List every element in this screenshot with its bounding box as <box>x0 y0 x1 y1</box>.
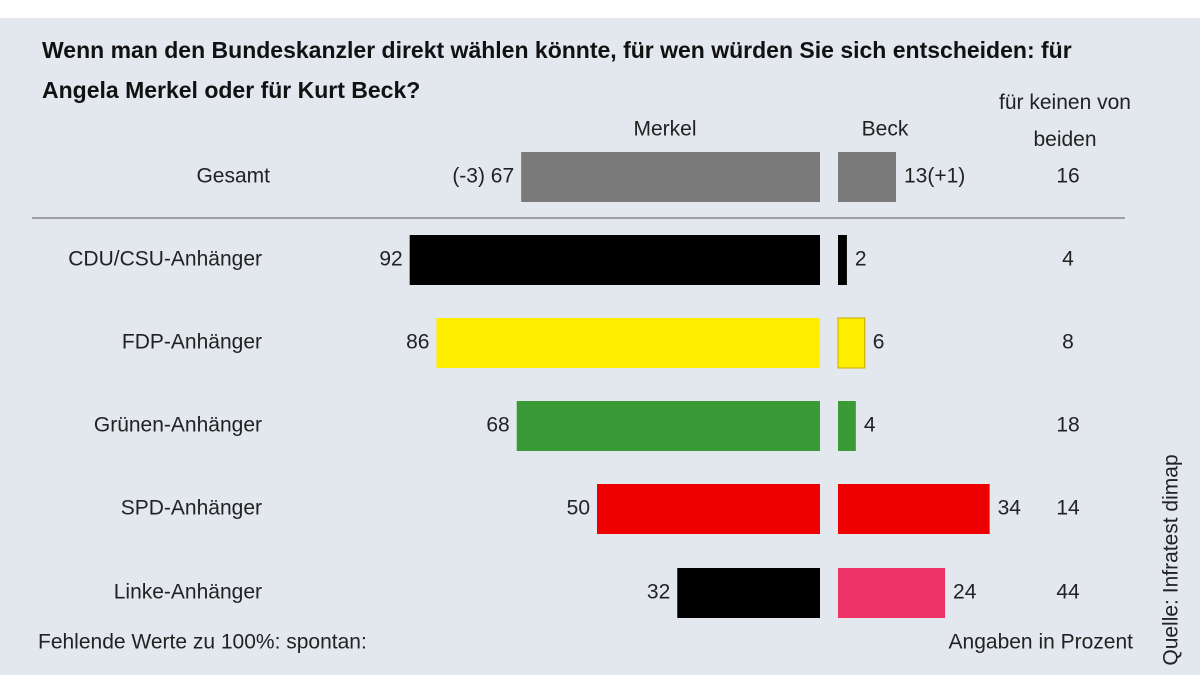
value-label: 4 <box>1062 248 1074 271</box>
value-label: 50 <box>567 497 590 520</box>
category-label: Grünen-Anhänger <box>94 414 262 437</box>
top-strip <box>0 0 1200 18</box>
bar <box>436 318 820 368</box>
value-label: 68 <box>486 414 509 437</box>
bar <box>837 317 866 369</box>
bar <box>838 484 990 534</box>
value-label: 92 <box>379 248 402 271</box>
value-label: 13(+1) <box>904 165 965 188</box>
series-header: Merkel <box>633 118 696 141</box>
bar <box>516 401 820 451</box>
value-label: 86 <box>406 331 429 354</box>
value-label: 8 <box>1062 331 1074 354</box>
bar <box>409 235 820 285</box>
value-label: 4 <box>864 414 876 437</box>
value-label: 24 <box>953 581 977 604</box>
value-label: 16 <box>1056 165 1079 188</box>
value-label: 34 <box>998 497 1022 520</box>
value-label: 2 <box>855 248 867 271</box>
bar <box>677 568 820 618</box>
value-label: 6 <box>873 331 885 354</box>
category-label: FDP-Anhänger <box>122 331 262 354</box>
series-header: für keinen von beiden <box>999 91 1131 151</box>
bar <box>521 152 820 202</box>
value-label: 32 <box>647 581 670 604</box>
source: Quelle: Infratest dimap <box>1160 454 1183 665</box>
value-label: (-3) 67 <box>452 165 514 188</box>
category-label: SPD-Anhänger <box>121 497 262 520</box>
value-label: 14 <box>1056 497 1080 520</box>
value-label: 44 <box>1056 581 1080 604</box>
chart-title: Wenn man den Bundeskanzler direkt wählen… <box>42 37 1072 103</box>
note: Angaben in Prozent <box>949 631 1134 654</box>
value-label: 18 <box>1056 414 1079 437</box>
category-label: Gesamt <box>196 165 270 188</box>
category-label: CDU/CSU-Anhänger <box>68 248 262 271</box>
bar <box>597 484 820 534</box>
bar <box>838 235 847 285</box>
note: Fehlende Werte zu 100%: spontan: <box>38 631 367 654</box>
bar <box>838 401 856 451</box>
bar <box>838 152 896 202</box>
series-header: Beck <box>862 118 909 141</box>
category-label: Linke-Anhänger <box>114 581 262 604</box>
bar <box>838 568 946 618</box>
